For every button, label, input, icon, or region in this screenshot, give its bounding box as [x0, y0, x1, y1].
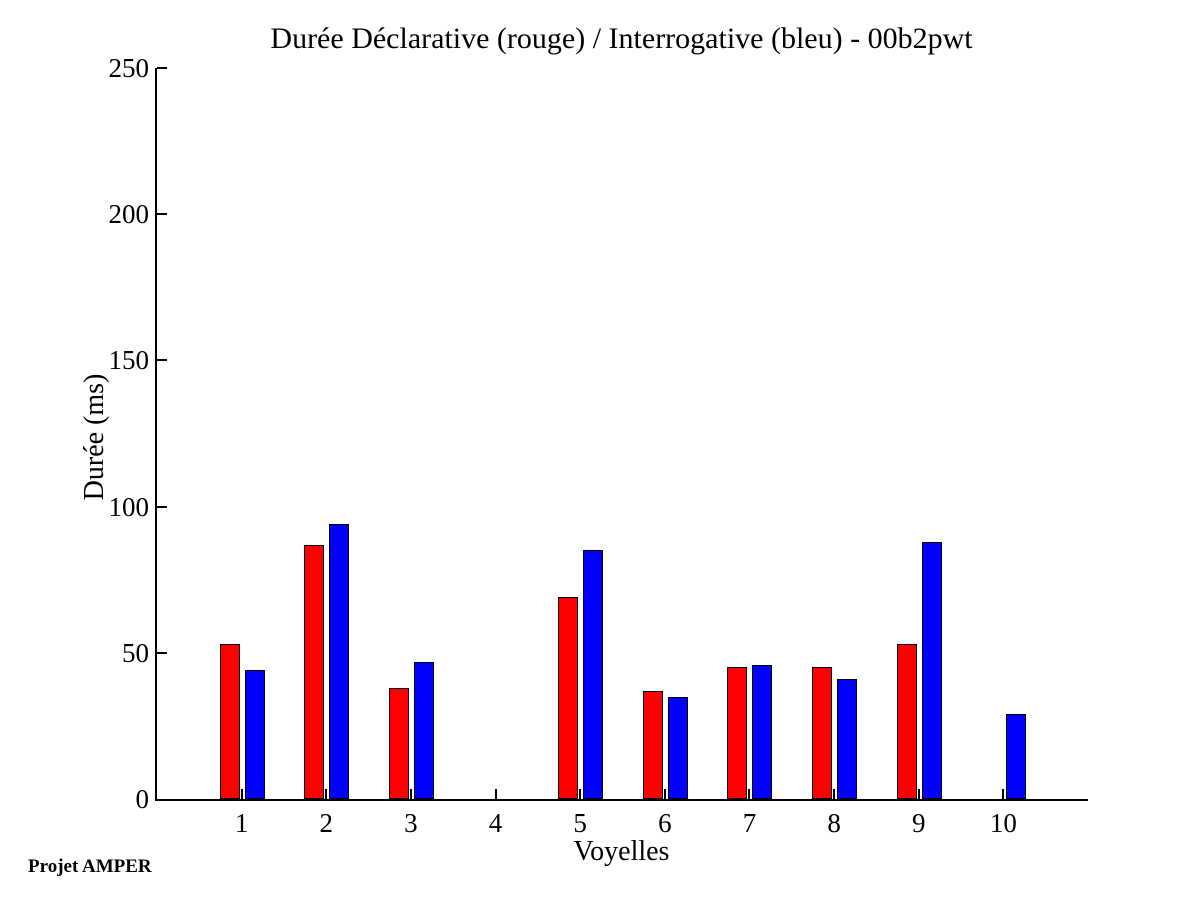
x-tick-label-4: 4	[488, 808, 503, 838]
x-tick-9	[917, 789, 920, 799]
project-watermark: Projet AMPER	[28, 856, 152, 877]
bar-declarative-1	[219, 644, 240, 799]
y-tick-label-100: 100	[108, 491, 150, 522]
x-tick-7	[748, 789, 751, 799]
x-tick-3	[409, 789, 412, 799]
y-tick-label-50: 50	[122, 637, 149, 668]
bar-interrogative-5	[583, 550, 604, 799]
x-tick-label-9: 9	[911, 808, 926, 838]
x-tick-2	[325, 789, 328, 799]
y-tick-label-200: 200	[108, 199, 150, 230]
y-tick-label-150: 150	[108, 345, 150, 376]
x-tick-label-7: 7	[742, 808, 757, 838]
x-tick-1	[240, 789, 243, 799]
chart-title: Durée Déclarative (rouge) / Interrogativ…	[270, 22, 973, 55]
y-axis-label: Durée (ms)	[79, 373, 110, 501]
bar-interrogative-3	[413, 661, 434, 799]
x-tick-label-8: 8	[827, 808, 841, 838]
bar-interrogative-8	[837, 679, 858, 799]
x-tick-10	[1002, 789, 1005, 799]
x-tick-label-10: 10	[989, 808, 1017, 838]
bar-declarative-8	[812, 667, 833, 799]
x-axis-label: Voyelles	[573, 836, 670, 867]
bar-interrogative-1	[244, 670, 265, 799]
x-tick-6	[663, 789, 666, 799]
bar-interrogative-2	[329, 524, 350, 799]
x-tick-8	[833, 789, 836, 799]
y-tick-100	[157, 505, 167, 508]
y-tick-label-250: 250	[108, 53, 150, 83]
plot-area: 0 50 100 150 200 250 1 2 3 4 5 6 7 8 9 10	[109, 54, 1088, 837]
y-tick-250	[157, 67, 167, 69]
bar-interrogative-10	[1006, 714, 1027, 799]
bar-declarative-3	[388, 687, 409, 799]
y-tick-200	[157, 213, 167, 216]
x-tick-5	[579, 789, 582, 799]
y-tick-150	[157, 359, 167, 362]
x-tick-label-3: 3	[404, 808, 418, 838]
bar-declarative-7	[727, 667, 748, 799]
x-tick-label-6: 6	[658, 808, 672, 838]
bar-declarative-9	[896, 644, 917, 799]
y-tick-label-0: 0	[135, 784, 150, 814]
x-tick-4	[494, 789, 497, 799]
x-tick-label-2: 2	[319, 808, 334, 838]
bar-interrogative-7	[752, 664, 773, 799]
bar-interrogative-6	[667, 696, 688, 799]
bar-declarative-2	[304, 544, 325, 799]
x-tick-label-1: 1	[234, 808, 249, 838]
x-tick-label-5: 5	[573, 808, 587, 838]
bar-interrogative-9	[921, 541, 942, 799]
bar-declarative-6	[642, 690, 663, 799]
bar-declarative-5	[558, 597, 579, 799]
y-tick-50	[157, 651, 167, 654]
